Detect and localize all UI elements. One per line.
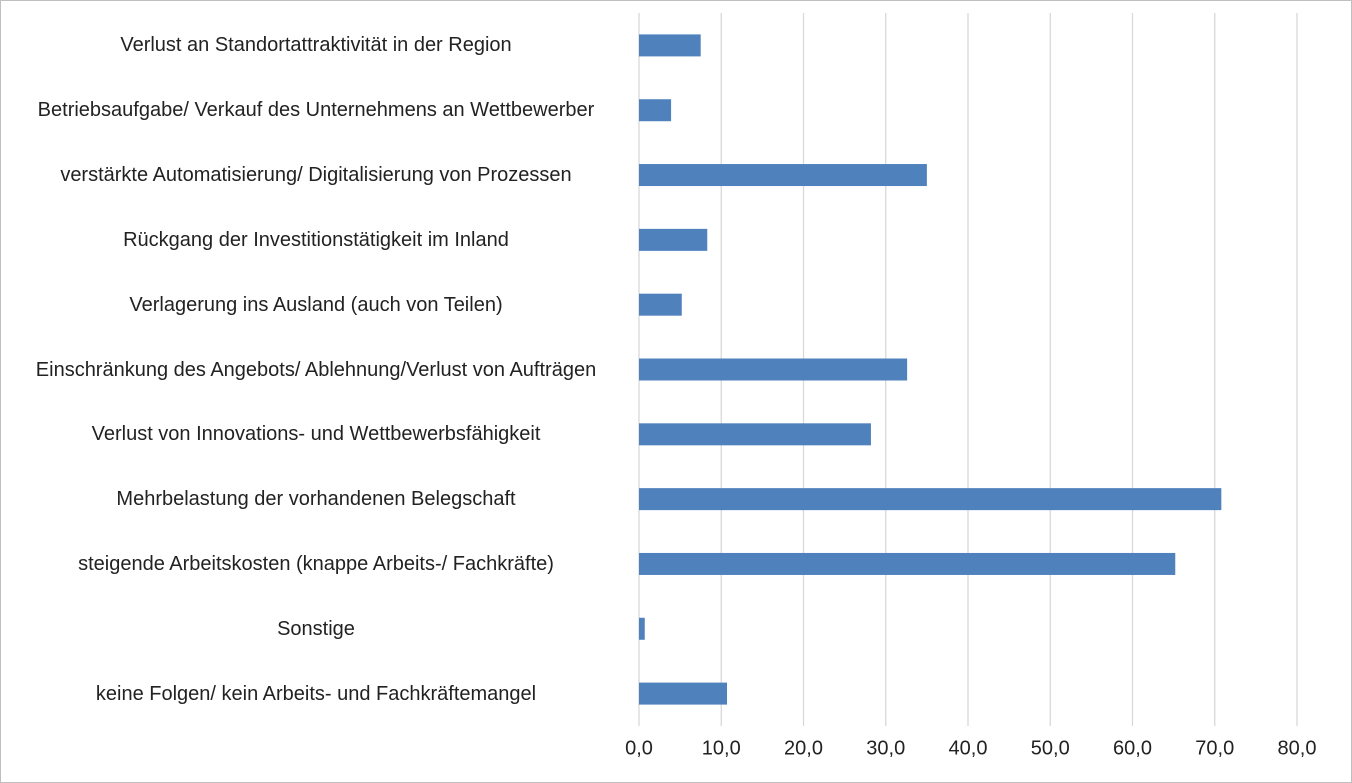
bar: [639, 164, 927, 187]
x-tick-label: 20,0: [784, 737, 823, 759]
bar: [639, 34, 701, 57]
x-tick-label: 10,0: [702, 737, 741, 759]
x-tick-label: 0,0: [625, 737, 653, 759]
y-tick-label: verstärkte Automatisierung/ Digitalisier…: [60, 164, 572, 187]
bar: [639, 358, 908, 381]
bar: [639, 617, 645, 640]
x-tick-label: 30,0: [866, 737, 905, 759]
bar: [639, 293, 682, 316]
x-tick-label: 60,0: [1113, 737, 1152, 759]
y-tick-label: Sonstige: [277, 617, 355, 640]
x-tick-label: 70,0: [1195, 737, 1234, 759]
bar: [639, 99, 672, 122]
y-tick-label: keine Folgen/ kein Arbeits- und Fachkräf…: [95, 682, 537, 705]
y-tick-label: steigende Arbeitskosten (knappe Arbeits-…: [78, 552, 554, 575]
y-tick-label: Verlust von Innovations- und Wettbewerbs…: [91, 423, 541, 446]
x-tick-label: 80,0: [1278, 737, 1317, 759]
bar: [639, 488, 1222, 511]
y-tick-label: Betriebsaufgabe/ Verkauf des Unternehmen…: [37, 99, 595, 122]
x-tick-label: 50,0: [1031, 737, 1070, 759]
bar: [639, 682, 728, 705]
x-tick-label: 40,0: [949, 737, 988, 759]
bar: [639, 423, 871, 446]
bar: [639, 552, 1176, 575]
y-tick-label: Verlagerung ins Ausland (auch von Teilen…: [129, 293, 503, 316]
y-tick-label: Mehrbelastung der vorhandenen Belegschaf…: [116, 488, 516, 511]
bar: [639, 228, 708, 251]
y-tick-label: Einschränkung des Angebots/ Ablehnung/Ve…: [35, 358, 597, 381]
y-tick-label: Verlust an Standortattraktivität in der …: [120, 34, 512, 57]
y-tick-label: Rückgang der Investitionstätigkeit im In…: [123, 228, 509, 251]
